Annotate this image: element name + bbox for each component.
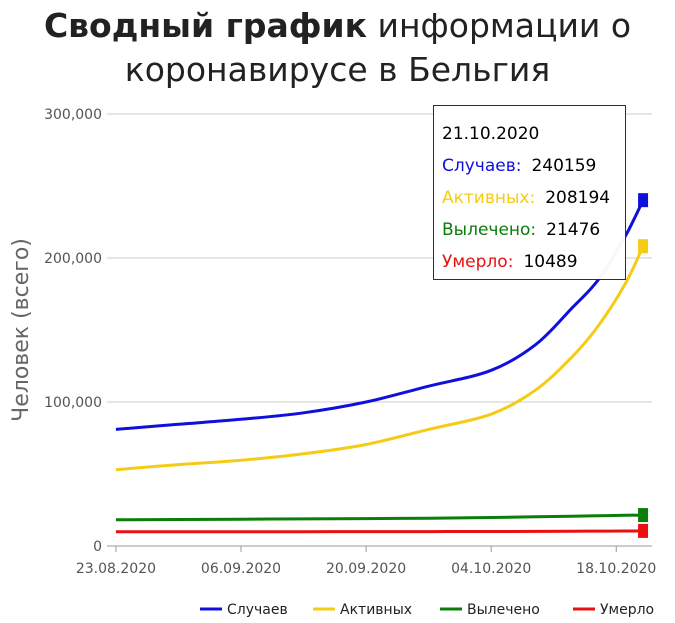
tooltip-row: Вылечено: 21476 [442,214,625,246]
legend-label: Случаев [227,602,288,618]
legend-item[interactable]: Случаев [200,602,288,618]
end-marker-Активных [638,239,649,254]
end-marker-Вылечено [638,508,649,523]
chart-title: Сводный график информации о коронавирусе… [0,4,675,92]
tooltip-row: Умерло: 10489 [442,246,625,278]
tooltip-row-value: 208194 [545,188,611,208]
legend-item[interactable]: Вылечено [440,602,540,618]
x-tick-label: 20.09.2020 [326,561,406,577]
chart-title-line2: коронавирусе в Бельгия [124,50,551,89]
tooltip-row-label: Активных: [442,188,536,208]
y-axis-ticks: 0 100,000 200,000 300,000 [44,107,102,555]
legend-label: Умерло [600,602,654,618]
chart-title-bold: Сводный график [43,6,368,45]
y-tick-label: 200,000 [44,251,102,267]
y-tick-label: 300,000 [44,107,102,123]
legend-item[interactable]: Умерло [573,602,654,618]
tooltip-row-label: Умерло: [442,252,514,272]
series-end-markers [638,193,649,538]
x-tick-label: 23.08.2020 [76,561,156,577]
y-tick-label: 100,000 [44,395,102,411]
legend-label: Активных [340,602,412,618]
tooltip-row: Активных: 208194 [442,182,625,214]
tooltip-row-label: Вылечено: [442,220,537,240]
series-line-Активных [115,245,645,472]
x-tick-label: 06.09.2020 [201,561,281,577]
series-line-Вылечено [115,513,644,522]
legend-item[interactable]: Активных [313,602,412,618]
y-axis-label: Человек (всего) [9,238,34,422]
legend[interactable]: Случаев Активных Вылечено Умерло [200,602,654,618]
x-tick-label: 04.10.2020 [451,561,531,577]
hover-tooltip: 21.10.2020 Случаев: 240159 Активных: 208194… [433,105,626,280]
y-tick-label: 0 [93,539,102,555]
tooltip-row: Случаев: 240159 [442,150,625,182]
legend-label: Вылечено [467,602,540,618]
end-marker-Умерло [638,523,649,538]
tooltip-row-value: 21476 [546,220,601,240]
end-marker-Случаев [638,193,649,208]
tooltip-date: 21.10.2020 [442,124,540,144]
series-line-Умерло [115,529,644,534]
tooltip-row-value: 240159 [531,156,597,176]
x-tick-label: 18.10.2020 [576,561,656,577]
x-axis: 23.08.2020 06.09.2020 20.09.2020 04.10.2020… [76,545,656,577]
tooltip-row-value: 10489 [523,252,578,272]
tooltip-row-label: Случаев: [442,156,522,176]
chart-title-rest: информации о [377,6,632,45]
